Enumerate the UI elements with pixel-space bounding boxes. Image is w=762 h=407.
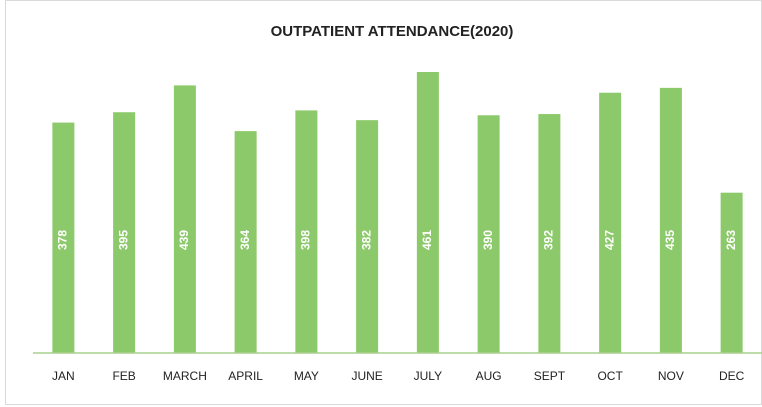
bar — [599, 92, 622, 353]
bar — [173, 85, 196, 354]
bar — [538, 114, 561, 354]
bar — [477, 115, 500, 354]
x-tick-label: AUG — [476, 369, 502, 383]
x-tick-label: JULY — [414, 369, 442, 383]
chart-title: OUTPATIENT ATTENDANCE(2020) — [271, 23, 514, 40]
data-label: 378 — [56, 230, 70, 250]
data-label: 435 — [663, 230, 677, 250]
data-label: 392 — [542, 230, 556, 250]
data-label: 395 — [116, 230, 130, 250]
bar — [234, 131, 257, 353]
bar — [659, 87, 682, 354]
data-label: 390 — [481, 230, 495, 250]
data-label: 439 — [177, 230, 191, 250]
bar — [416, 72, 439, 353]
x-tick-label: APRIL — [228, 369, 263, 383]
x-tick-label: MAY — [294, 369, 319, 383]
data-label: 427 — [602, 230, 616, 250]
x-tick-label: JUNE — [351, 369, 382, 383]
data-label: 461 — [420, 230, 434, 250]
bar — [720, 192, 743, 353]
x-tick-label: DEC — [719, 369, 745, 383]
bar — [52, 122, 75, 353]
x-tick-label: JAN — [52, 369, 75, 383]
bar — [356, 120, 379, 353]
data-label: 263 — [724, 230, 738, 250]
data-label: 364 — [238, 230, 252, 250]
x-tick-label: FEB — [112, 369, 135, 383]
x-tick-label: OCT — [597, 369, 623, 383]
bar — [295, 110, 318, 353]
data-label: 398 — [299, 230, 313, 250]
bar — [113, 112, 136, 353]
x-tick-label: MARCH — [163, 369, 207, 383]
x-tick-label: NOV — [658, 369, 684, 383]
data-label: 382 — [359, 230, 373, 250]
x-tick-label: SEPT — [534, 369, 566, 383]
